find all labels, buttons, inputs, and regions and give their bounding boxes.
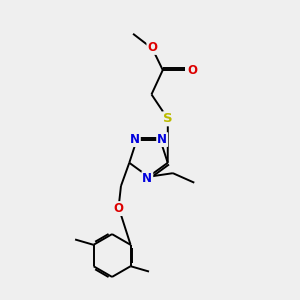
Text: O: O	[188, 64, 197, 76]
Text: N: N	[142, 172, 152, 185]
Text: S: S	[163, 112, 172, 125]
Text: N: N	[157, 133, 167, 146]
Text: N: N	[130, 133, 140, 146]
Text: O: O	[114, 202, 124, 215]
Text: O: O	[147, 41, 158, 54]
